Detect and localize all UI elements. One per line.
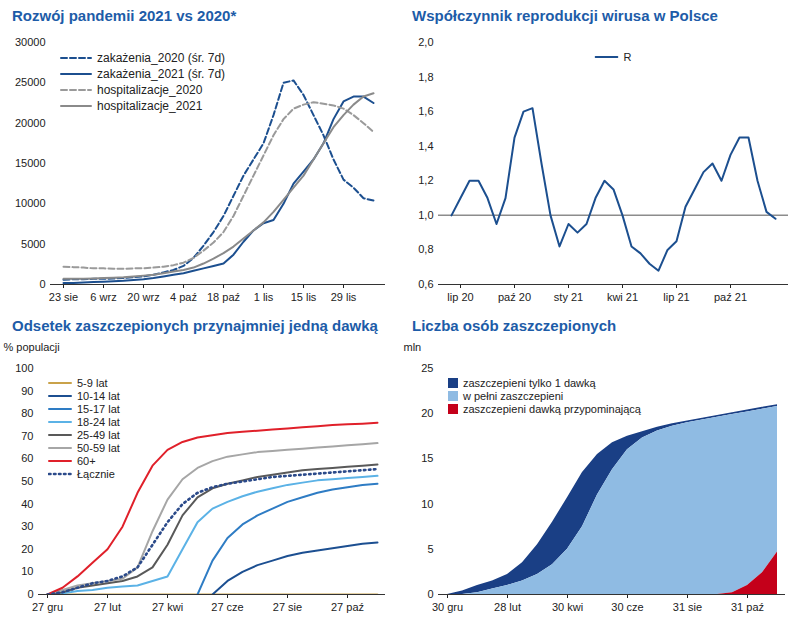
html-text:10-14 lat: 10-14 lat — [77, 389, 120, 402]
svg-text:mln: mln — [404, 341, 422, 353]
svg-text:18 paź: 18 paź — [207, 291, 240, 303]
svg-text:20: 20 — [421, 407, 433, 419]
svg-text:27 paź: 27 paź — [331, 601, 364, 613]
svg-text:paź 20: paź 20 — [498, 291, 531, 303]
svg-text:1 lis: 1 lis — [254, 291, 274, 303]
svg-text:1,6: 1,6 — [418, 105, 433, 117]
html-text:hospitalizacje_2020: hospitalizacje_2020 — [97, 83, 203, 97]
svg-text:6 wrz: 6 wrz — [90, 291, 116, 303]
html-text:R: R — [623, 50, 632, 63]
svg-text:20 wrz: 20 wrz — [127, 291, 159, 303]
svg-text:27 lut: 27 lut — [94, 601, 121, 613]
svg-text:31 paź: 31 paź — [731, 601, 764, 613]
html-text:15-17 lat: 15-17 lat — [77, 402, 120, 415]
svg-text:5: 5 — [427, 543, 433, 555]
svg-text:1,4: 1,4 — [418, 140, 433, 152]
svg-text:29 lis: 29 lis — [331, 291, 357, 303]
svg-text:0: 0 — [39, 278, 45, 290]
svg-text:20: 20 — [21, 543, 33, 555]
html-text:25-49 lat: 25-49 lat — [77, 428, 120, 441]
svg-text:2,0: 2,0 — [418, 36, 433, 48]
html-text:Rozwój pandemii 2021 vs 2020*: Rozwój pandemii 2021 vs 2020* — [12, 7, 237, 24]
svg-text:30000: 30000 — [15, 36, 46, 48]
svg-text:15000: 15000 — [15, 157, 46, 169]
svg-text:31 sie: 31 sie — [673, 601, 702, 613]
html-text:50-59 lat: 50-59 lat — [77, 441, 120, 454]
html-text:zaszczepieni dawką przypominaj: zaszczepieni dawką przypominającą — [463, 402, 641, 415]
html-text:Współczynnik reprodukcji wirus: Współczynnik reprodukcji wirusa w Polsce — [412, 7, 718, 24]
html-text:18-24 lat: 18-24 lat — [77, 415, 120, 428]
svg-text:1,0: 1,0 — [418, 209, 433, 221]
svg-text:0,8: 0,8 — [418, 243, 433, 255]
svg-text:1,8: 1,8 — [418, 71, 433, 83]
svg-text:% populacji: % populacji — [4, 341, 60, 353]
svg-text:10000: 10000 — [15, 197, 46, 209]
html-text:zaszczepieni tylko 1 dawką: zaszczepieni tylko 1 dawką — [463, 376, 596, 389]
svg-text:27 kwi: 27 kwi — [152, 601, 183, 613]
svg-text:27 cze: 27 cze — [211, 601, 243, 613]
svg-text:20000: 20000 — [15, 117, 46, 129]
html-text:zakażenia_2020 (śr. 7d): zakażenia_2020 (śr. 7d) — [97, 51, 226, 65]
svg-text:25: 25 — [421, 362, 433, 374]
svg-text:10: 10 — [421, 498, 433, 510]
svg-text:lip 20: lip 20 — [447, 291, 473, 303]
svg-text:1,2: 1,2 — [418, 174, 433, 186]
svg-text:30 cze: 30 cze — [611, 601, 643, 613]
svg-text:0,6: 0,6 — [418, 278, 433, 290]
html-text:Odsetek zaszczepionych przynaj: Odsetek zaszczepionych przynajmniej jedn… — [12, 317, 378, 334]
svg-text:27 gru: 27 gru — [32, 601, 63, 613]
svg-text:23 sie: 23 sie — [49, 291, 78, 303]
html-text:5-9 lat: 5-9 lat — [77, 376, 108, 389]
svg-text:30: 30 — [21, 520, 33, 532]
svg-text:0: 0 — [27, 588, 33, 600]
svg-text:40: 40 — [21, 498, 33, 510]
html-text:Liczba osób zaszczepionych: Liczba osób zaszczepionych — [412, 317, 617, 334]
html-text:60+: 60+ — [77, 454, 96, 467]
html-text:Łącznie: Łącznie — [77, 467, 115, 480]
svg-text:kwi 21: kwi 21 — [607, 291, 638, 303]
svg-text:50: 50 — [21, 475, 33, 487]
svg-text:paź 21: paź 21 — [714, 291, 747, 303]
svg-text:60: 60 — [21, 452, 33, 464]
svg-text:25000: 25000 — [15, 76, 46, 88]
svg-text:27 sie: 27 sie — [273, 601, 302, 613]
svg-text:0: 0 — [427, 588, 433, 600]
html-text:zakażenia_2021 (śr. 7d): zakażenia_2021 (śr. 7d) — [97, 67, 226, 81]
svg-text:30 kwi: 30 kwi — [552, 601, 583, 613]
html-text:hospitalizacje_2021: hospitalizacje_2021 — [97, 99, 203, 113]
svg-text:lip 21: lip 21 — [663, 291, 689, 303]
svg-text:28 lut: 28 lut — [494, 601, 521, 613]
html-text:w pełni zaszczepieni: w pełni zaszczepieni — [463, 389, 564, 402]
svg-text:30 gru: 30 gru — [432, 601, 463, 613]
svg-text:4 paź: 4 paź — [170, 291, 197, 303]
svg-text:sty 21: sty 21 — [554, 291, 583, 303]
svg-text:70: 70 — [21, 430, 33, 442]
svg-text:10: 10 — [21, 565, 33, 577]
svg-text:80: 80 — [21, 407, 33, 419]
svg-text:100: 100 — [15, 362, 33, 374]
svg-text:5000: 5000 — [21, 238, 45, 250]
svg-text:15: 15 — [421, 452, 433, 464]
svg-text:90: 90 — [21, 385, 33, 397]
svg-text:15 lis: 15 lis — [291, 291, 317, 303]
